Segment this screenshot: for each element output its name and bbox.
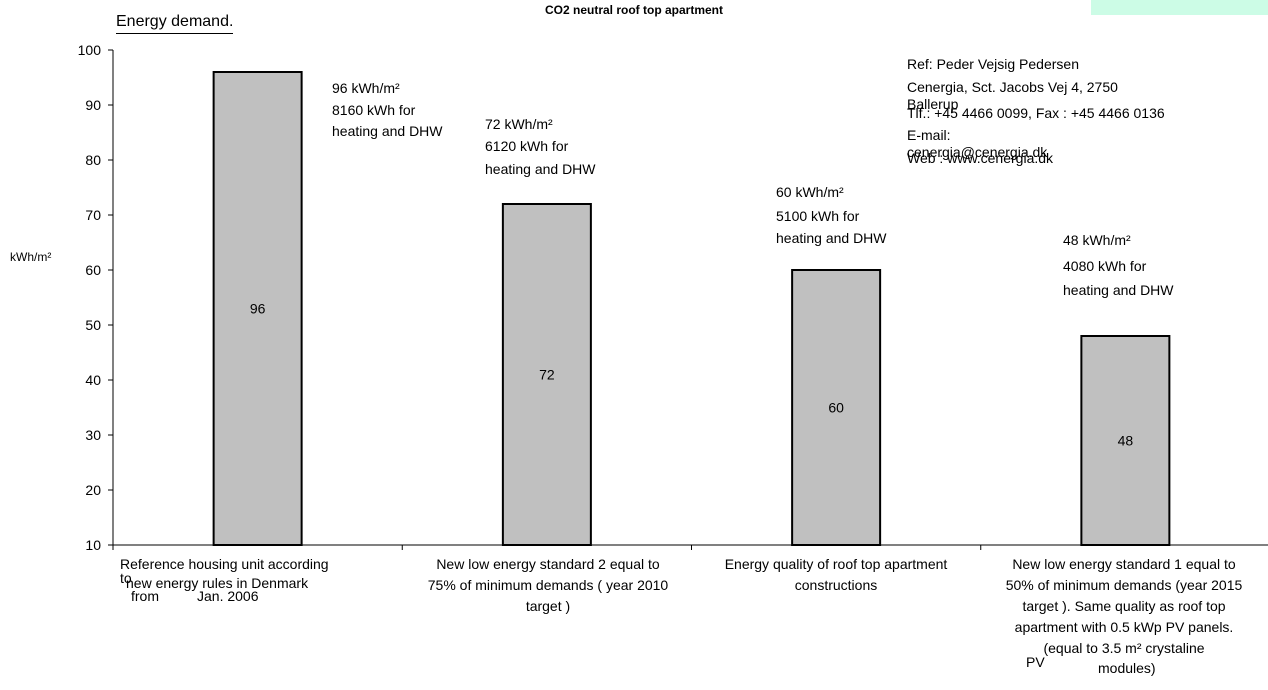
category-line: from <box>131 588 159 604</box>
annotation-kwh-total: 8160 kWh for <box>332 102 416 118</box>
annotation-use: heating and DHW <box>332 123 443 139</box>
chart-title: CO2 neutral roof top apartment <box>544 3 723 17</box>
category-line: constructions <box>794 577 878 593</box>
reference-address: Cenergia, Sct. Jacobs Vej 4, 2750 <box>907 79 1118 95</box>
category-line: 50% of minimum demands (year 2015 <box>1005 577 1243 593</box>
annotation-bar-4: 48 kWh/m² 4080 kWh for heating and DHW <box>1063 231 1174 301</box>
y-tick-label: 50 <box>85 317 101 333</box>
category-line: (equal to 3.5 m² crystaline <box>1043 640 1205 656</box>
category-line: new energy rules in Denmark <box>126 575 309 591</box>
y-tick-label: 90 <box>85 97 101 113</box>
reference-city: Ballerup <box>907 96 959 112</box>
y-tick-label: 100 <box>78 42 102 58</box>
reference-web: Web : www.cenergia.dk <box>907 150 1054 166</box>
annotation-use: heating and DHW <box>776 230 887 246</box>
annotation-kwh-m2: 96 kWh/m² <box>332 80 400 96</box>
y-tick-label: 10 <box>85 537 101 553</box>
annotation-kwh-total: 6120 kWh for <box>485 138 569 154</box>
annotation-bar-2: 72 kWh/m² 6120 kWh for heating and DHW <box>485 115 596 181</box>
axes: 10 20 30 40 50 60 70 80 90 100 <box>78 42 1268 553</box>
bar-value-label: 48 <box>1118 433 1134 449</box>
reference-phone-fax: Tlf.: +45 4466 0099, Fax : +45 4466 0136 <box>907 105 1165 121</box>
category-line: PV <box>1026 654 1045 670</box>
chart-subtitle: Energy demand. <box>116 13 234 34</box>
annotation-kwh-m2: 72 kWh/m² <box>485 116 553 132</box>
category-line: Energy quality of roof top apartment <box>724 556 948 572</box>
category-line: New low energy standard 2 equal to <box>436 556 660 572</box>
category-label-3: Energy quality of roof top apartment con… <box>686 554 986 596</box>
y-tick-label: 20 <box>85 482 101 498</box>
category-label-1: Reference housing unit according to new … <box>120 557 400 609</box>
reference-author: Ref: Peder Vejsig Pedersen <box>907 56 1079 72</box>
category-line: New low energy standard 1 equal to <box>1012 556 1236 572</box>
y-tick-label: 30 <box>85 427 101 443</box>
category-line: 75% of minimum demands ( year 2010 <box>427 577 669 593</box>
corner-highlight-box <box>1091 0 1268 15</box>
reference-email-label: E-mail: <box>907 127 951 143</box>
bar <box>791 269 882 546</box>
category-line: apartment with 0.5 kWp PV panels. <box>1014 619 1234 635</box>
category-line: target ) <box>525 598 571 614</box>
bars: 96 72 60 48 <box>212 71 1171 546</box>
y-tick-label: 40 <box>85 372 101 388</box>
y-tick-label: 80 <box>85 152 101 168</box>
y-tick-label: 60 <box>85 262 101 278</box>
category-line: target ). Same quality as roof top <box>1022 598 1226 614</box>
category-line: Jan. 2006 <box>197 588 259 604</box>
bar-value-label: 96 <box>250 301 266 317</box>
bar <box>501 203 592 546</box>
category-label-4: New low energy standard 1 equal to 50% o… <box>980 554 1268 676</box>
category-line: Reference housing unit according <box>120 556 329 572</box>
category-line: to <box>120 570 132 586</box>
annotation-bar-1: 96 kWh/m² 8160 kWh for heating and DHW <box>332 79 443 141</box>
annotation-kwh-m2: 48 kWh/m² <box>1063 232 1131 248</box>
bar-value-label: 72 <box>539 367 555 383</box>
category-line: modules) <box>1098 660 1156 676</box>
annotation-kwh-total: 4080 kWh for <box>1063 258 1147 274</box>
bar <box>212 71 303 546</box>
y-axis-label: kWh/m² <box>10 250 52 264</box>
bar-value-label: 60 <box>828 400 844 416</box>
reference-email: cenergia@cenergia.dk <box>907 144 1048 160</box>
category-label-2: New low energy standard 2 equal to 75% o… <box>398 554 698 617</box>
annotation-bar-3: 60 kWh/m² 5100 kWh for heating and DHW <box>776 183 887 249</box>
annotation-use: heating and DHW <box>485 161 596 177</box>
annotation-kwh-total: 5100 kWh for <box>776 208 860 224</box>
annotation-use: heating and DHW <box>1063 282 1174 298</box>
bar <box>1080 335 1171 546</box>
annotation-kwh-m2: 60 kWh/m² <box>776 184 844 200</box>
y-tick-label: 70 <box>85 207 101 223</box>
